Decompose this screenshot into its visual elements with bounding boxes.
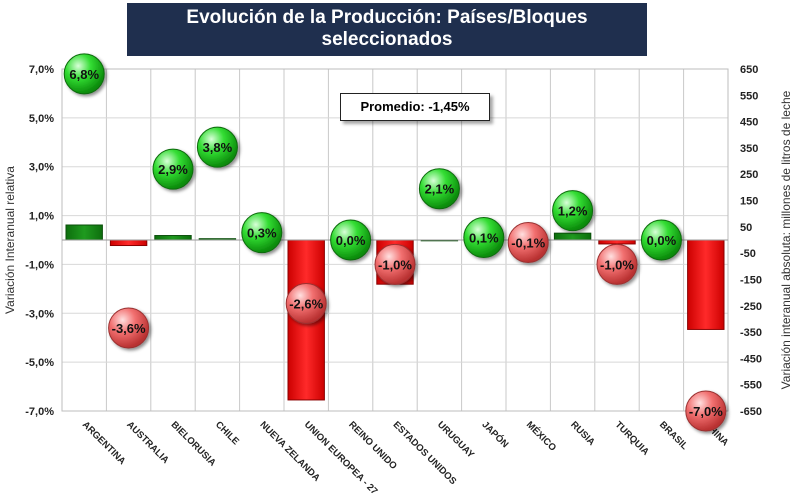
bubble-marker	[330, 219, 372, 261]
category-label: URUGUAY	[435, 419, 477, 461]
right-tick-label: -450	[740, 353, 762, 365]
bubble-label: 6,8%	[69, 67, 99, 82]
bubble-label: 0,0%	[336, 233, 366, 248]
right-axis-title: Variación interanual absoluta: millones …	[779, 90, 793, 389]
right-tick-label: 650	[740, 64, 758, 76]
category-label: MÉXICO	[524, 419, 558, 453]
bubble-marker	[596, 243, 638, 285]
bubble-label: 0,0%	[647, 233, 677, 248]
bubble-marker	[685, 390, 727, 432]
category-label: ARGENTINA	[80, 419, 128, 467]
bubble-marker	[552, 190, 594, 232]
bubble-label: 1,2%	[558, 204, 588, 219]
bar-china	[687, 239, 725, 330]
category-label: RUSIA	[568, 419, 597, 448]
bubble-marker	[152, 148, 194, 190]
bubble-marker	[196, 126, 238, 168]
bar-argentina	[65, 224, 103, 241]
left-tick-label: -7,0%	[25, 406, 54, 418]
bubble-label: 3,8%	[203, 140, 233, 155]
chart-title-box: Evolución de la Producción: Países/Bloqu…	[127, 3, 647, 72]
bubble-label: -3,6%	[112, 321, 146, 336]
bar-rusia	[553, 232, 592, 241]
right-tick-label: 550	[740, 90, 758, 102]
category-label: JAPÓN	[479, 419, 511, 451]
right-tick-label: -650	[740, 406, 762, 418]
bubble-marker	[63, 53, 105, 95]
bubble-marker	[507, 221, 549, 263]
bubble-marker	[640, 219, 682, 261]
bar-australia	[109, 239, 148, 247]
left-tick-label: 3,0%	[29, 162, 54, 174]
bar-turquia	[598, 239, 636, 245]
bubble-marker	[463, 217, 505, 259]
bubble-marker	[418, 168, 460, 210]
bar-bielorusia	[154, 235, 192, 241]
category-label: AUSTRALIA	[124, 419, 171, 466]
category-label: CHILE	[213, 419, 241, 447]
bubble-marker	[285, 283, 327, 325]
left-tick-label: -1,0%	[25, 259, 54, 271]
left-tick-label: -5,0%	[25, 357, 54, 369]
bubble-label: 0,1%	[469, 231, 499, 246]
chart-title: Evolución de la Producción: Países/Bloqu…	[186, 7, 588, 50]
bubble-label: -0,1%	[511, 235, 545, 250]
bubble-marker	[374, 243, 416, 285]
bubble-marker	[108, 307, 150, 349]
right-tick-label: -250	[740, 301, 762, 313]
right-tick-label: 250	[740, 169, 758, 181]
right-tick-label: -550	[740, 380, 762, 392]
right-tick-label: -150	[740, 274, 762, 286]
bubble-label: -2,6%	[289, 297, 323, 312]
category-label: BRASIL	[657, 419, 690, 452]
right-tick-label: -50	[740, 248, 756, 260]
category-label: UNION EUROPEA - 27	[302, 419, 380, 497]
right-tick-label: 350	[740, 143, 758, 155]
left-axis-title: Variación Interanual relativa	[3, 166, 17, 314]
bubbles: 6,8% -3,6% 2,9% 3,8% 0,3% -2,6% 0,0% -1,0% 2,1% 0…	[63, 53, 727, 432]
chart-subtitle: - enero-febrero/2025 -	[313, 55, 461, 72]
left-tick-label: 1,0%	[29, 211, 54, 223]
average-box: Promedio: -1,45%	[340, 93, 490, 121]
right-tick-label: -350	[740, 327, 762, 339]
right-tick-label: 50	[740, 222, 752, 234]
left-tick-label: 7,0%	[29, 64, 54, 76]
right-tick-label: 150	[740, 196, 758, 208]
category-label: TURQUIA	[613, 419, 651, 457]
bubble-label: -1,0%	[600, 257, 634, 272]
bubble-label: -1,0%	[378, 257, 412, 272]
right-tick-label: 450	[740, 117, 758, 129]
bubble-label: 2,9%	[158, 162, 188, 177]
bubble-marker	[241, 212, 283, 254]
bubble-label: 2,1%	[425, 182, 455, 197]
bubble-label: -7,0%	[689, 404, 723, 419]
category-label: BIELORUSIA	[169, 419, 218, 468]
left-tick-label: -3,0%	[25, 308, 54, 320]
bubble-label: 0,3%	[247, 226, 277, 241]
left-tick-label: 5,0%	[29, 113, 54, 125]
